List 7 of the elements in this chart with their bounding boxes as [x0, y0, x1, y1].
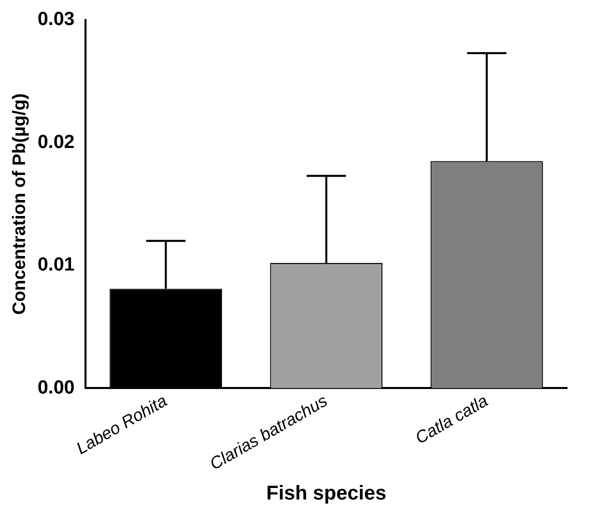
- y-tick-label: 0.03: [38, 9, 75, 30]
- y-tick-label: 0.01: [38, 254, 76, 276]
- x-axis-title: Fish species: [266, 482, 386, 505]
- y-tick-label: 0.02: [38, 132, 75, 153]
- x-tick-label: Catla catla: [412, 391, 492, 448]
- y-tick-label: 0.00: [38, 377, 75, 398]
- y-axis-title: Concentration of Pb(µg/g): [8, 93, 29, 315]
